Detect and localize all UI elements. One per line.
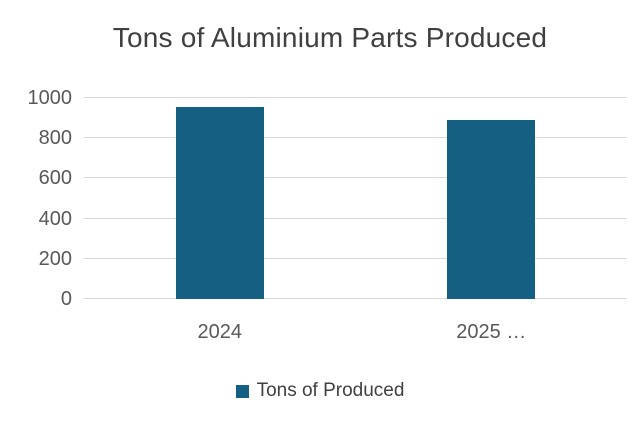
bar xyxy=(447,120,536,299)
legend-label: Tons of Produced xyxy=(256,380,405,401)
y-tick-label: 400 xyxy=(38,207,72,230)
y-tick-label: 600 xyxy=(38,167,72,190)
legend-swatch-icon xyxy=(235,384,249,398)
y-tick-label: 800 xyxy=(38,127,72,150)
y-tick-label: 0 xyxy=(60,288,72,310)
gridline xyxy=(84,137,627,139)
gridline xyxy=(84,177,627,179)
x-category-label: 2025 … xyxy=(456,321,527,343)
plot-area: 0 200 400 600 800 1000 2024 2025 … xyxy=(28,88,627,343)
chart-title: Tons of Aluminium Parts Produced xyxy=(112,22,548,53)
gridline xyxy=(84,217,627,219)
gridline xyxy=(84,97,627,98)
x-category-label: 2024 xyxy=(197,321,243,343)
gridline xyxy=(84,257,627,259)
bar xyxy=(175,107,264,299)
legend: Tons of Produced xyxy=(0,380,640,402)
y-tick-label: 200 xyxy=(38,247,72,270)
y-tick-label: 1000 xyxy=(27,87,73,109)
gridline xyxy=(84,298,627,299)
